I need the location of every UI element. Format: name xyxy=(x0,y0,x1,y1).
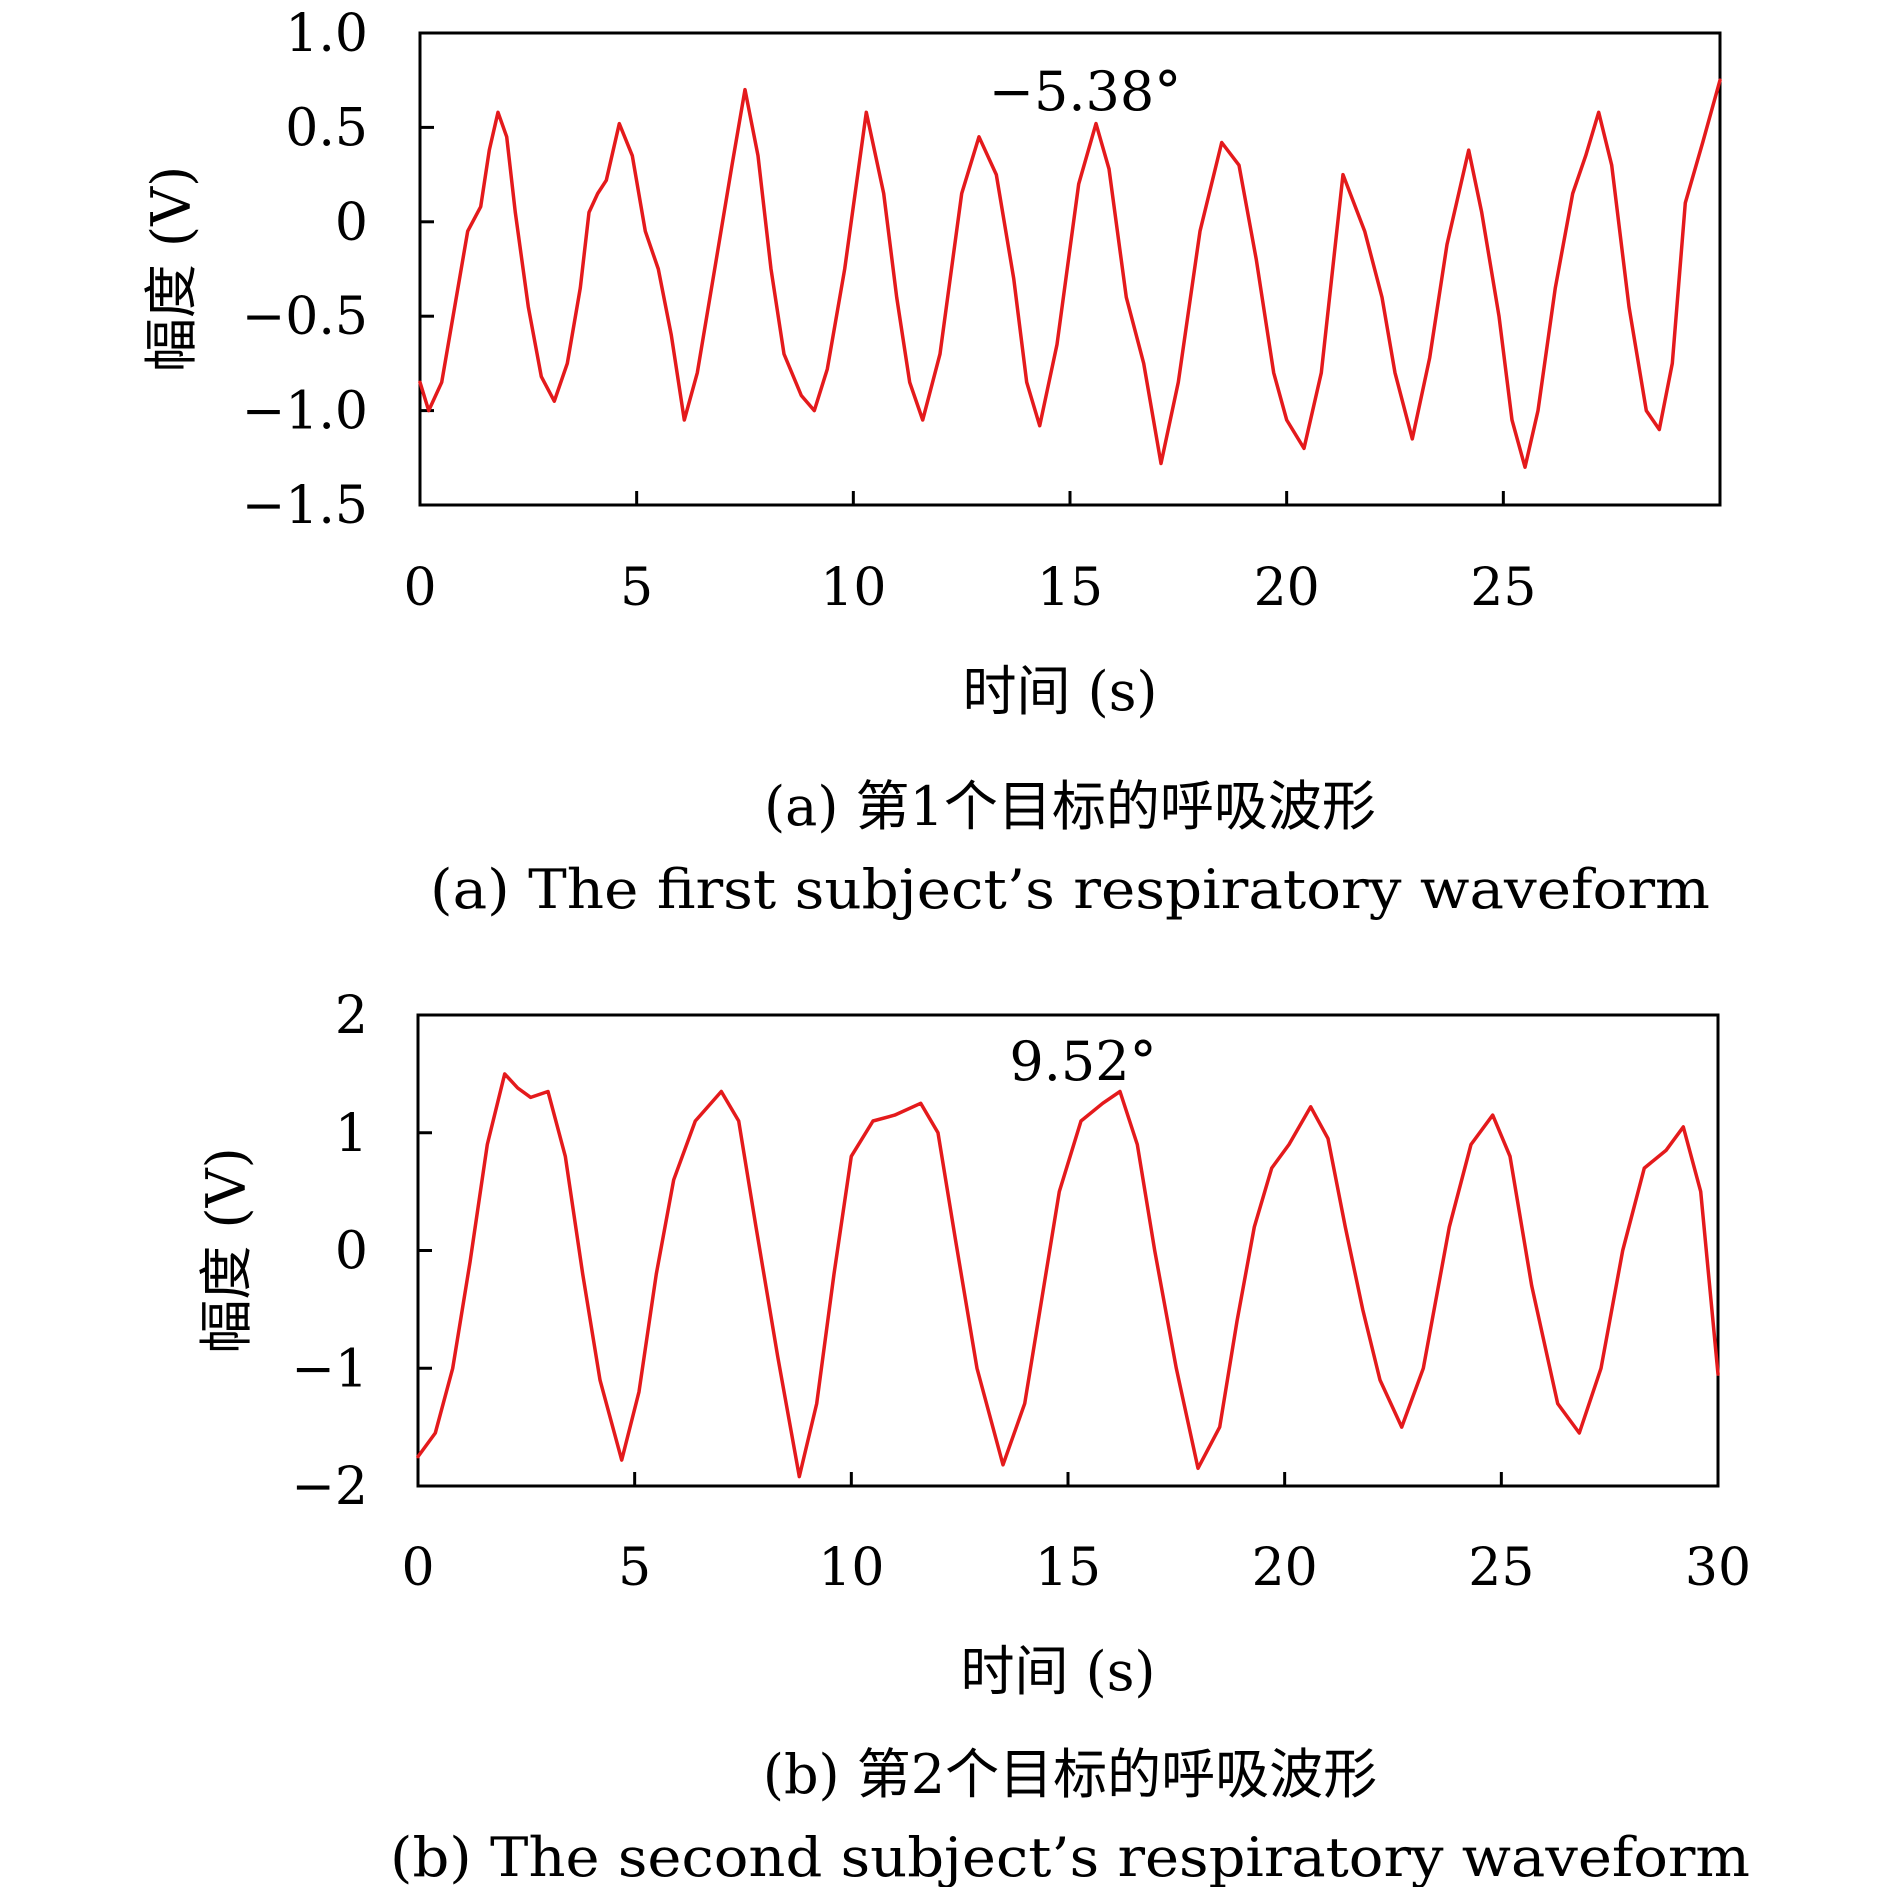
x-tick-label: 10 xyxy=(820,558,886,618)
chart-panel-a: 0 5 10 15 20 25 1.0 0.5 0 −0.5 −1.0 −1.5 −5.38° 时间 (s… xyxy=(140,4,1722,921)
y-tick-label: −1.5 xyxy=(242,476,368,536)
x-tick-label: 0 xyxy=(401,1538,434,1598)
x-tick-label: 30 xyxy=(1685,1538,1751,1598)
y-tick-label: 0 xyxy=(335,1222,368,1282)
angle-annotation: −5.38° xyxy=(989,60,1181,123)
y-tick-label: −0.5 xyxy=(242,287,368,347)
y-tick-label: −1.0 xyxy=(242,382,368,442)
x-tick-label: 5 xyxy=(618,1538,651,1598)
x-tick-label: 20 xyxy=(1254,558,1320,618)
angle-annotation: 9.52° xyxy=(1009,1030,1156,1093)
y-tick-label: 2 xyxy=(335,986,368,1046)
series-line xyxy=(416,1072,1720,1479)
x-tick-label: 15 xyxy=(1035,1538,1101,1598)
caption-english: (b) The second subject’s respiratory wav… xyxy=(390,1826,1750,1887)
y-tick-label: −2 xyxy=(291,1457,368,1517)
caption-chinese: (b) 第2个目标的呼吸波形 xyxy=(763,1743,1377,1806)
y-axis-label: 幅度 (V) xyxy=(195,1147,258,1353)
y-tick-label: 0.5 xyxy=(285,98,368,158)
x-tick-label: 5 xyxy=(620,558,653,618)
x-tick-label: 10 xyxy=(818,1538,884,1598)
y-tick-label: −1 xyxy=(291,1339,368,1399)
x-axis-label: 时间 (s) xyxy=(960,1640,1155,1703)
y-tick-label: 0 xyxy=(335,193,368,253)
x-tick-label: 0 xyxy=(403,558,436,618)
series-line xyxy=(418,78,1722,469)
x-tick-label: 25 xyxy=(1470,558,1536,618)
y-tick-label: 1 xyxy=(335,1104,368,1164)
x-tick-label: 25 xyxy=(1468,1538,1534,1598)
y-axis-label: 幅度 (V) xyxy=(140,166,203,372)
caption-chinese: (a) 第1个目标的呼吸波形 xyxy=(764,775,1376,838)
caption-english: (a) The first subject’s respiratory wave… xyxy=(430,858,1710,921)
x-tick-label: 20 xyxy=(1252,1538,1318,1598)
x-axis-label: 时间 (s) xyxy=(962,660,1157,723)
y-tick-label: 1.0 xyxy=(285,4,368,64)
x-tick-label: 15 xyxy=(1037,558,1103,618)
